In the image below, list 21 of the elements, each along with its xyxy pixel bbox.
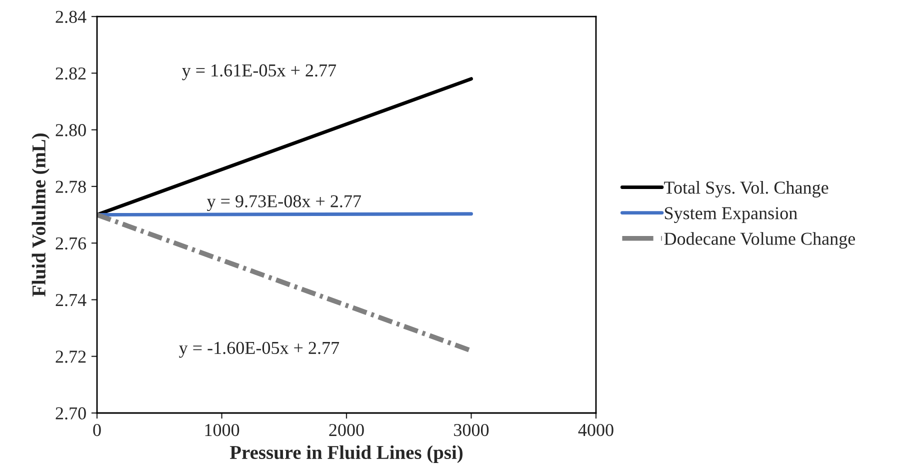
x-tick-label: 0 [93, 424, 101, 436]
y-tick-label: 2.70 [56, 407, 86, 420]
y-tick-label: 2.78 [56, 180, 86, 193]
y-tick-label: 2.76 [56, 237, 86, 250]
legend-label: Total Sys. Vol. Change [664, 181, 828, 198]
x-tick-label: 3000 [454, 424, 489, 436]
y-tick-label: 2.80 [56, 124, 86, 136]
annotation: y = 9.73E-08x + 2.77 [206, 195, 361, 212]
y-tick-label: 2.72 [56, 350, 86, 363]
legend-label: Dodecane Volume Change [664, 232, 855, 249]
x-tick-label: 2000 [329, 424, 364, 436]
x-tick-label: 1000 [205, 424, 240, 436]
y-tick-label: 2.82 [56, 67, 86, 80]
legend-label: System Expansion [664, 207, 798, 224]
x-axis-title: Pressure in Fluid Lines (psi) [230, 445, 463, 463]
annotation: y = 1.61E-05x + 2.77 [182, 64, 336, 80]
y-tick-label: 2.84 [56, 10, 86, 24]
annotation: y = -1.60E-05x + 2.77 [179, 342, 340, 358]
y-axis-title: Fluid Volulme (mL) [32, 133, 50, 297]
y-tick-label: 2.74 [56, 294, 86, 306]
x-tick-label: 4000 [578, 424, 614, 436]
